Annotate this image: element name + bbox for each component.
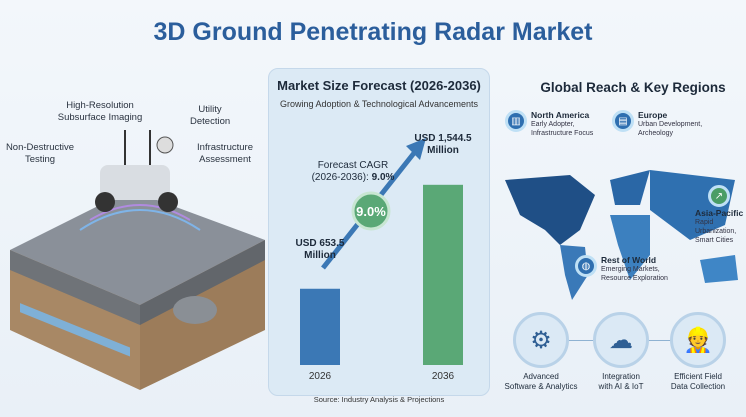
page-title: 3D Ground Penetrating Radar Market [153,18,593,46]
bar-2026 [300,288,340,365]
value-label-2036: USD 1,544.5 Million [414,133,472,156]
label-infrastructure-assessment: Infrastructure Assessment [197,142,253,165]
gpr-illustration [10,130,265,390]
label-subsurface-imaging: High-Resolution Subsurface Imaging [57,100,143,123]
label-utility-detection: Utility Detection [190,104,231,127]
region-north-america: ▥ North America Early Adopter, Infrastructu… [505,110,593,138]
label-non-destructive-testing: Non-Destructive Testing [5,142,75,165]
region-asia-pacific: Asia-Pacific Rapid Urbanization, Smart Cit… [695,208,744,244]
region-europe: ▤ Europe Urban Development, Archeology [612,110,702,138]
europe [610,170,650,205]
source-note: Source: Industry Analysis & Projections [313,395,445,404]
bar-2036 [423,184,463,365]
cagr-annotation: Forecast CAGR (2026-2036): 9.0% [311,160,395,183]
region-rest-of-world: ◍ Rest of World Emerging Markets, Resource … [575,255,668,283]
gear-search-icon: ⚙ [513,312,569,368]
city-icon: ▥ [505,110,527,132]
rock [173,296,217,324]
x-tick-2026: 2026 [308,371,332,382]
value-label-2026: USD 653.5 Million [295,238,345,261]
forecast-title: Market Size Forecast (2026-2036) [277,78,481,93]
feature-software-analytics: Advanced Software & Analytics [504,372,578,391]
bar-chart: 9.0% [300,138,463,365]
radar-vehicle [100,165,170,200]
australia [700,255,738,283]
cagr-badge [351,191,391,231]
x-tick-2036: 2036 [431,371,455,382]
growth-chart-icon: ↗ [708,185,730,207]
north-america [505,175,595,245]
building-icon: ▤ [612,110,634,132]
feature-field-data: Efficient Field Data Collection [670,372,726,391]
regions-title: Global Reach & Key Regions [540,80,726,95]
forecast-subtitle: Growing Adoption & Technological Advance… [280,99,478,109]
pipe [20,303,130,357]
feature-ai-iot: Integration with AI & IoT [598,372,644,391]
africa [610,215,650,280]
cagr-badge-text: 9.0% [356,204,386,219]
worker-icon: 👷 [670,312,726,368]
globe-icon: ◍ [575,255,597,277]
cloud-icon: ☁ [593,312,649,368]
